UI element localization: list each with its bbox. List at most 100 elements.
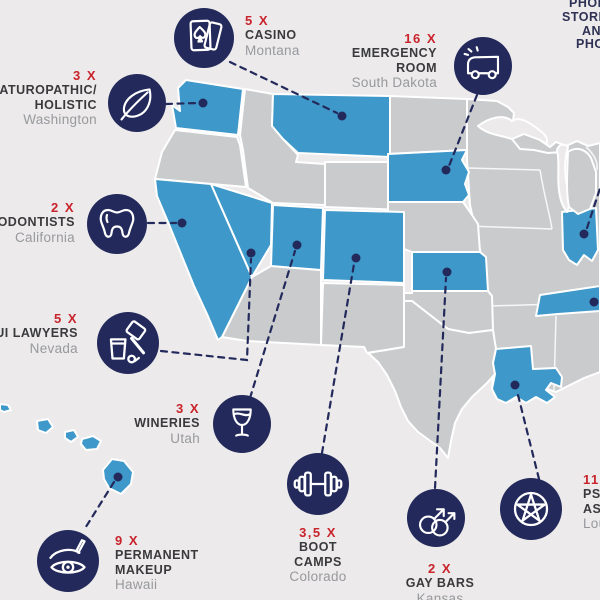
multiplier-label: 3 X: [72, 68, 97, 83]
state-hawaii-island-3: [64, 429, 79, 443]
multiplier-label: 3 X: [175, 401, 200, 416]
connector-emergency-room: [447, 93, 479, 168]
state-border-line: [467, 225, 553, 230]
category-label: ORTHODONTISTS: [0, 215, 75, 229]
callout-psychics: 11 X PSYCHICS ASTROLOGERS Louisiana: [583, 472, 600, 531]
state-utah: [270, 204, 324, 271]
marker-indiana: [579, 229, 589, 239]
callout-boot-camps: 3,5 X BOOT CAMPS Colorado: [256, 525, 380, 584]
state-label: Nevada: [29, 340, 78, 356]
state-label: Montana: [245, 42, 300, 58]
state-michigan: [566, 147, 597, 215]
marker-south-dakota: [441, 165, 451, 175]
state-border-line: [539, 169, 553, 230]
callout-phone-stores-line: AND: [582, 24, 600, 38]
category-label: PSYCHICS: [583, 487, 600, 501]
multiplier-label: 9 X: [115, 533, 140, 548]
callout-phone-stores-line: STORES: [562, 10, 600, 24]
state-label: California: [14, 229, 75, 245]
connector-boot-camps: [320, 262, 356, 455]
state-new-mexico: [320, 282, 405, 354]
callout-casino: 5 X CASINO Montana: [245, 13, 300, 58]
marker-tennessee: [589, 297, 599, 307]
category-label: CAMPS: [294, 554, 342, 569]
marker-nevada: [246, 248, 256, 258]
pentacle-icon: [500, 478, 562, 540]
state-label: Washington: [23, 112, 97, 127]
state-label: Hawaii: [115, 577, 158, 592]
category-label: HOLISTIC: [34, 97, 97, 112]
ambulance-icon: [454, 37, 512, 95]
dumbbell-icon: [287, 453, 349, 515]
marker-washington: [198, 98, 208, 108]
gavel-and-glass-icon: [97, 312, 159, 374]
state-washington: [171, 79, 244, 136]
state-texas: [367, 300, 497, 459]
playing-cards-icon: [174, 8, 234, 68]
marker-louisiana: [510, 380, 520, 390]
callout-dui-lawyers: 5 X DUI LAWYERS Nevada: [0, 311, 78, 356]
marker-montana: [337, 111, 347, 121]
connector-gay-bars: [433, 276, 448, 490]
category-label: MAKEUP: [115, 562, 173, 577]
multiplier-label: 2 X: [50, 200, 75, 215]
category-label: BOOT: [298, 540, 338, 554]
leaf-icon: [108, 74, 166, 132]
state-border-line: [466, 167, 541, 171]
state-label: Kansas: [416, 590, 464, 600]
category-label: GAY BARS: [405, 576, 475, 590]
state-label: Louisiana: [583, 516, 600, 531]
state-hawaii-island-2: [36, 418, 54, 434]
state-hawaii-island-4: [80, 435, 102, 451]
connector-wineries: [248, 249, 297, 400]
callout-wineries: 3 X WINERIES Utah: [134, 401, 200, 446]
callout-phone-stores-line: PHONE: [569, 0, 600, 10]
connector-casino: [228, 60, 339, 115]
marker-california: [177, 218, 187, 228]
connector-psychics: [515, 389, 541, 481]
multiplier-label: 11 X: [583, 472, 600, 487]
category-label: DUI LAWYERS: [0, 326, 78, 340]
state-label: Utah: [170, 430, 200, 446]
multiplier-label: 2 X: [427, 561, 452, 576]
state-colorado: [322, 209, 405, 284]
callout-gay-bars: 2 X GAY BARS Kansas: [374, 561, 506, 600]
marker-kansas: [442, 267, 452, 277]
callout-phone-stores-line: PHOTO: [576, 37, 600, 51]
state-tennessee: [535, 285, 600, 317]
category-label: NATUROPATHIC/: [0, 83, 97, 97]
category-label: CASINO: [245, 28, 297, 42]
connector-dui-lawyers: [159, 257, 253, 362]
category-label: ROOM: [396, 60, 437, 75]
state-indiana: [561, 207, 599, 266]
eye-makeup-icon: [37, 530, 99, 592]
state-south-dakota: [387, 149, 470, 203]
callout-permanent-makeup: 9 X PERMANENT MAKEUP Hawaii: [115, 533, 199, 592]
marker-hawaii: [113, 472, 123, 482]
category-label: EMERGENCY: [351, 46, 437, 60]
state-label: South Dakota: [351, 75, 437, 90]
callout-orthodontists: 2 X ORTHODONTISTS California: [0, 200, 75, 245]
category-label: WINERIES: [134, 416, 200, 430]
callout-emergency-room: 16 X EMERGENCY ROOM South Dakota: [352, 31, 437, 90]
connector-naturopathic: [164, 101, 200, 106]
state-north-dakota: [387, 95, 468, 155]
marker-utah: [292, 240, 302, 250]
multiplier-label: 5 X: [245, 13, 270, 28]
multiplier-label: 5 X: [53, 311, 78, 326]
connector-permanent-makeup: [82, 480, 116, 532]
multiplier-label: 3,5 X: [299, 525, 337, 540]
state-label: Colorado: [289, 569, 347, 584]
double-male-icon: [407, 489, 465, 547]
state-louisiana: [491, 345, 563, 404]
callout-naturopathic: 3 X NATUROPATHIC/ HOLISTIC Washington: [0, 68, 97, 127]
state-montana: [271, 93, 391, 158]
multiplier-label: 16 X: [404, 31, 437, 46]
lake-huron-shore: [585, 146, 598, 171]
wine-glass-icon: [213, 395, 271, 453]
marker-colorado: [351, 253, 361, 263]
tooth-icon: [87, 194, 147, 254]
state-oregon: [154, 129, 247, 188]
